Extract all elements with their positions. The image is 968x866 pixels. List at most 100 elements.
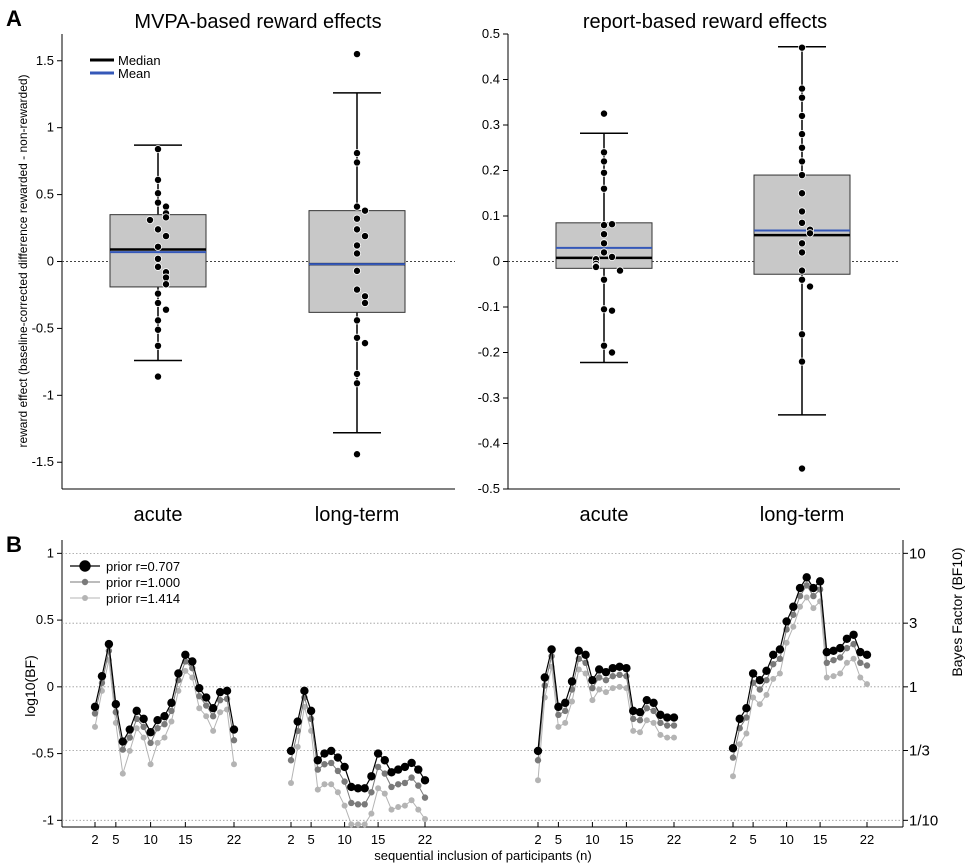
x-axis-label-sequential: sequential inclusion of participants (n) [374, 848, 592, 863]
data-point [153, 325, 162, 334]
data-point [153, 242, 162, 251]
data-point [608, 348, 617, 357]
data-point [798, 207, 807, 216]
x-tick-label: 2 [534, 832, 541, 847]
series-point-1 [562, 707, 569, 715]
series-point-2 [161, 734, 168, 741]
y-tick-label: -1 [42, 387, 54, 402]
y-tick-label: 0.5 [36, 612, 54, 627]
series-point-2 [843, 659, 850, 666]
data-point [360, 232, 369, 241]
series-point-2 [555, 723, 562, 730]
series-point-0 [574, 646, 583, 655]
series-point-0 [656, 710, 665, 720]
data-point [798, 84, 807, 93]
x-tick-label: 10 [337, 832, 351, 847]
data-point [161, 273, 170, 282]
series-point-2 [348, 821, 355, 828]
series-point-2 [730, 773, 736, 780]
series-point-2 [168, 718, 175, 725]
series-point-0 [118, 737, 128, 746]
series-point-2 [294, 743, 301, 750]
data-point [806, 282, 815, 291]
data-point [608, 252, 617, 261]
series-point-0 [809, 583, 818, 593]
data-point [153, 341, 162, 350]
series-point-0 [629, 706, 638, 716]
data-point [798, 218, 807, 227]
y-tick-label: 0 [47, 679, 54, 694]
data-point [153, 372, 162, 381]
series-point-2 [182, 667, 189, 674]
series-point-2 [401, 802, 408, 809]
data-point [798, 266, 807, 275]
series-point-2 [126, 747, 133, 754]
series-point-1 [287, 757, 295, 764]
series-point-0 [380, 756, 389, 765]
data-point [798, 275, 807, 284]
series-point-1 [823, 659, 830, 667]
y-tick-label: -1 [42, 812, 54, 827]
data-point [798, 464, 807, 473]
series-point-2 [643, 717, 650, 724]
series-point-1 [830, 656, 837, 664]
data-point [600, 275, 609, 284]
series-point-0 [795, 583, 805, 593]
series-point-2 [314, 786, 321, 793]
x-tick-label: 10 [779, 832, 793, 847]
series-point-2 [630, 727, 637, 734]
data-point [352, 266, 361, 275]
series-point-0 [153, 716, 162, 725]
series-point-0 [601, 667, 611, 677]
y-tick-label: -0.5 [32, 320, 54, 335]
x-tick-label: 5 [112, 832, 119, 847]
series-point-0 [642, 695, 651, 705]
y-tick-label: -0.1 [478, 299, 500, 314]
series-point-0 [195, 683, 204, 693]
series-point-1 [361, 801, 368, 808]
series-point-0 [581, 650, 590, 659]
series-point-2 [776, 670, 783, 677]
series-point-0 [829, 646, 838, 655]
series-point-0 [181, 650, 190, 659]
series-point-0 [561, 698, 570, 708]
data-point [145, 216, 154, 225]
data-point [798, 239, 807, 248]
data-point [806, 229, 815, 238]
series-point-0 [588, 675, 597, 685]
legend-marker-0 [79, 560, 91, 572]
data-point [153, 262, 162, 271]
series-point-1 [857, 659, 864, 667]
y-tick-label: -0.2 [478, 345, 500, 360]
series-point-2 [756, 701, 763, 708]
series-point-1 [328, 759, 335, 767]
series-point-2 [341, 802, 348, 809]
series-point-1 [209, 713, 217, 720]
data-point [153, 175, 162, 184]
data-point [352, 50, 361, 59]
series-point-2 [203, 713, 210, 720]
series-point-1 [541, 682, 548, 689]
series-point-2 [361, 821, 368, 828]
data-point [153, 316, 162, 325]
x-tick-label: 22 [227, 832, 241, 847]
x-tick-label: 22 [667, 832, 681, 847]
y-tick-label: -0.3 [478, 390, 500, 405]
series-point-0 [188, 657, 197, 666]
series-point-2 [671, 734, 677, 741]
chart-mvpa: MVPA-based reward effects reward effect … [16, 11, 455, 526]
series-point-0 [649, 698, 658, 708]
y-tick-label: 0.5 [482, 26, 500, 41]
series-point-1 [636, 717, 644, 724]
legend-marker-2 [82, 595, 88, 601]
chart-report: report-based reward effects -0.5 -0.4 -0.3… [478, 11, 900, 526]
data-point [360, 298, 369, 307]
series-point-2 [582, 670, 589, 677]
series-point-2 [575, 666, 582, 673]
series-point-2 [783, 639, 790, 646]
x-tick-label: 15 [371, 832, 385, 847]
series-point-0 [174, 669, 183, 678]
y-tick-label: 0 [47, 254, 54, 269]
legend-median-label: Median [118, 53, 161, 68]
y-axis-label-reward-effect: reward effect (baseline-corrected differ… [16, 74, 30, 447]
